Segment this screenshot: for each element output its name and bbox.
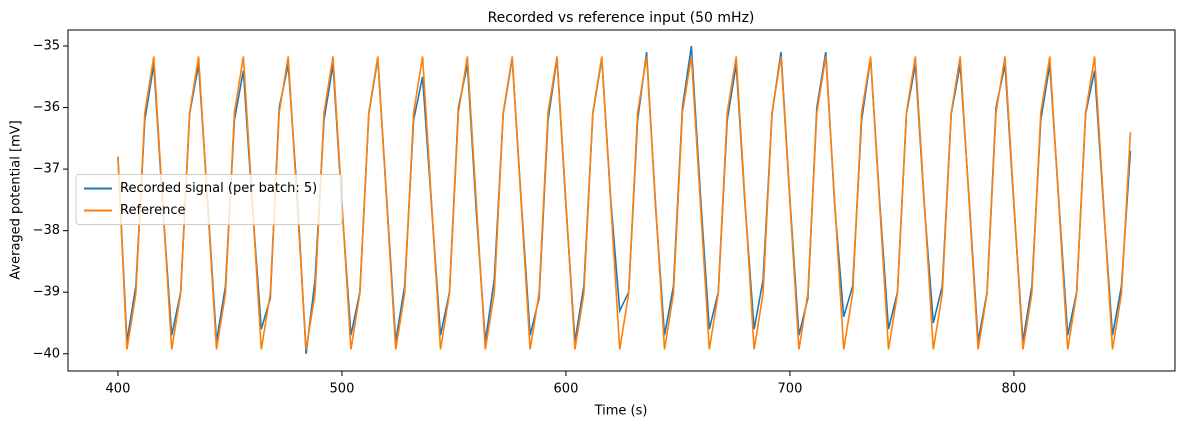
y-tick-label: −39 <box>33 285 60 300</box>
x-tick-label: 800 <box>1002 382 1027 397</box>
y-tick-label: −35 <box>33 39 60 54</box>
y-axis-label: Averaged potential [mV] <box>9 120 24 279</box>
legend-label: Reference <box>120 203 185 218</box>
plot-frame <box>67 29 1176 372</box>
x-tick-label: 500 <box>330 382 355 397</box>
x-tick-label: 700 <box>778 382 803 397</box>
x-tick-label: 400 <box>106 382 131 397</box>
x-axis-label: Time (s) <box>594 404 648 419</box>
y-tick-label: −40 <box>33 346 60 361</box>
y-tick-label: −36 <box>33 100 60 115</box>
chart-title: Recorded vs reference input (50 mHz) <box>488 10 755 26</box>
legend-label: Recorded signal (per batch: 5) <box>120 181 317 196</box>
x-tick-label: 600 <box>554 382 579 397</box>
y-tick-label: −37 <box>33 162 60 177</box>
legend-box <box>75 174 343 225</box>
data-line <box>117 56 1132 350</box>
y-tick-label: −38 <box>33 223 60 238</box>
legend: Recorded signal (per batch: 5) Reference <box>75 174 343 225</box>
